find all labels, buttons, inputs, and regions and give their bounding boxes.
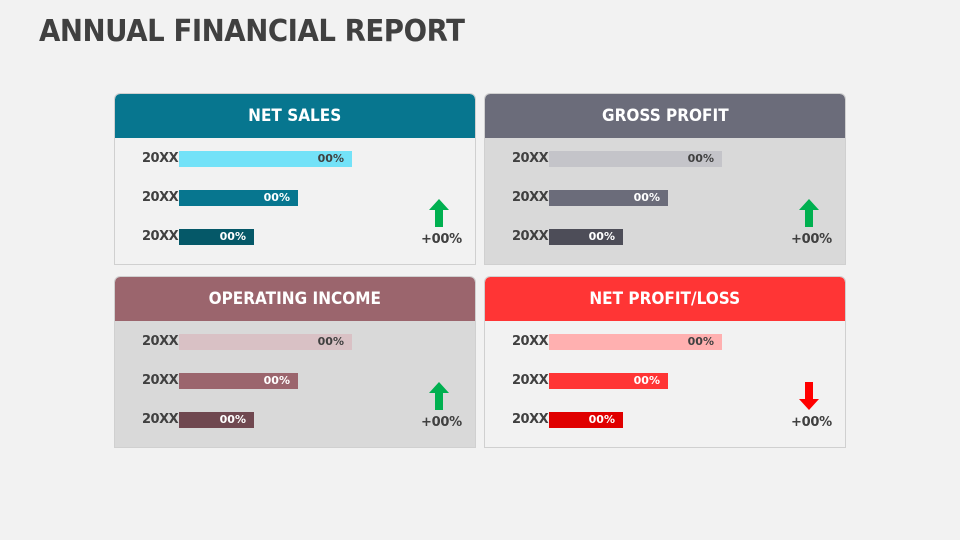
card-operating-income: OPERATING INCOME 20XX 00% 20XX 00% 20XX 00% +00…	[114, 276, 476, 448]
bar-value: 00%	[263, 191, 290, 204]
bar: 00%	[179, 334, 352, 350]
page-title: ANNUAL FINANCIAL REPORT	[39, 14, 465, 49]
card-title: OPERATING INCOME	[208, 289, 382, 309]
bar: 00%	[549, 334, 722, 350]
card-title: NET SALES	[248, 106, 342, 126]
arrow-up-icon	[799, 199, 819, 227]
bar: 00%	[179, 190, 298, 206]
year-label: 20XX	[142, 229, 179, 244]
year-label: 20XX	[142, 412, 179, 427]
card-title: NET PROFIT/LOSS	[589, 289, 741, 309]
year-label: 20XX	[512, 373, 549, 388]
arrow-up-icon	[429, 382, 449, 410]
card-net-sales: NET SALES 20XX 00% 20XX 00% 20XX 00% +00%	[114, 93, 476, 265]
year-label: 20XX	[142, 373, 179, 388]
bar-value: 00%	[633, 374, 660, 387]
card-body: 20XX 00% 20XX 00% 20XX 00% +00%	[485, 321, 845, 447]
bar: 00%	[179, 151, 352, 167]
change-value: +00%	[421, 232, 462, 247]
bar-value: 00%	[317, 335, 344, 348]
bar: 00%	[179, 373, 298, 389]
bar-value: 00%	[633, 191, 660, 204]
year-label: 20XX	[512, 151, 549, 166]
bar-value: 00%	[687, 335, 714, 348]
card-header: NET PROFIT/LOSS	[485, 277, 845, 321]
card-header: GROSS PROFIT	[485, 94, 845, 138]
bar: 00%	[549, 190, 668, 206]
year-label: 20XX	[142, 334, 179, 349]
change-value: +00%	[421, 415, 462, 430]
year-label: 20XX	[512, 190, 549, 205]
arrow-up-icon	[429, 199, 449, 227]
year-label: 20XX	[142, 190, 179, 205]
change-value: +00%	[791, 415, 832, 430]
arrow-down-icon	[799, 382, 819, 410]
card-gross-profit: GROSS PROFIT 20XX 00% 20XX 00% 20XX 00% +00%	[484, 93, 846, 265]
bar: 00%	[549, 151, 722, 167]
bar: 00%	[179, 229, 254, 245]
bar: 00%	[179, 412, 254, 428]
bar-value: 00%	[687, 152, 714, 165]
year-label: 20XX	[512, 334, 549, 349]
card-body: 20XX 00% 20XX 00% 20XX 00% +00%	[115, 321, 475, 447]
bar-value: 00%	[263, 374, 290, 387]
bar: 00%	[549, 412, 623, 428]
year-label: 20XX	[512, 229, 549, 244]
bar: 00%	[549, 373, 668, 389]
card-net-profit-loss: NET PROFIT/LOSS 20XX 00% 20XX 00% 20XX 00% +00%	[484, 276, 846, 448]
bar-value: 00%	[317, 152, 344, 165]
bar-value: 00%	[588, 413, 615, 426]
bar-value: 00%	[219, 413, 246, 426]
card-body: 20XX 00% 20XX 00% 20XX 00% +00%	[115, 138, 475, 264]
bar: 00%	[549, 229, 623, 245]
card-body: 20XX 00% 20XX 00% 20XX 00% +00%	[485, 138, 845, 264]
bar-value: 00%	[588, 230, 615, 243]
card-header: NET SALES	[115, 94, 475, 138]
card-title: GROSS PROFIT	[601, 106, 729, 126]
bar-value: 00%	[219, 230, 246, 243]
card-header: OPERATING INCOME	[115, 277, 475, 321]
year-label: 20XX	[142, 151, 179, 166]
change-value: +00%	[791, 232, 832, 247]
year-label: 20XX	[512, 412, 549, 427]
